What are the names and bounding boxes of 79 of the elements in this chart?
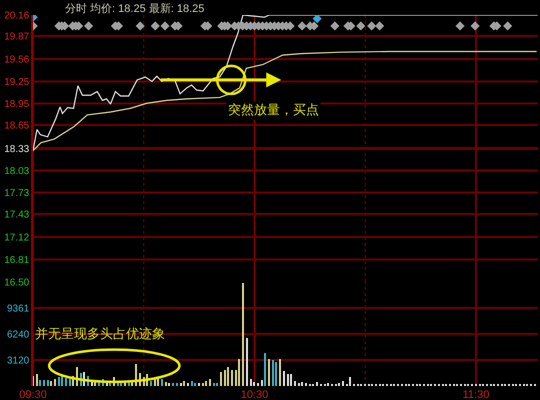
bar	[349, 377, 351, 386]
bar	[338, 383, 340, 386]
bar	[305, 383, 307, 386]
bar	[43, 380, 45, 386]
bar	[287, 374, 289, 386]
bar	[268, 359, 270, 386]
y-tick-label: 3120	[7, 356, 30, 366]
bar	[61, 376, 63, 386]
bar	[283, 371, 285, 386]
bar	[246, 338, 248, 386]
bar	[168, 383, 170, 386]
bar	[69, 379, 71, 386]
bar	[213, 383, 215, 386]
bar	[198, 383, 200, 386]
annotation: 并无呈现多头占优迹象	[35, 326, 165, 342]
y-tick-label: 18.65	[4, 120, 30, 132]
chart-title: 分时 均价: 18.25 最新: 18.25	[65, 2, 204, 15]
y-tick-label: 18.95	[4, 98, 30, 110]
bar	[316, 382, 318, 386]
y-tick-label: 17.12	[4, 232, 30, 244]
bar	[261, 380, 263, 386]
bar	[176, 383, 178, 386]
x-tick-label: 09:30	[19, 389, 47, 400]
bar	[205, 381, 207, 386]
bar	[242, 283, 244, 386]
y-tick-label: 16.81	[4, 254, 30, 266]
bar	[250, 379, 252, 386]
bar	[172, 383, 174, 386]
bar	[161, 379, 163, 386]
bar	[39, 380, 41, 386]
bar	[238, 359, 240, 386]
y-tick-label: 6240	[7, 330, 30, 340]
line-series	[33, 50, 538, 152]
bar	[298, 383, 300, 386]
bar	[253, 382, 255, 386]
bar	[224, 370, 226, 386]
bar	[58, 377, 60, 386]
bar	[231, 370, 233, 386]
x-tick-label: 11:30	[462, 389, 490, 400]
y-tick-label: 19.87	[4, 32, 30, 43]
bar	[301, 382, 303, 386]
bar	[191, 381, 193, 386]
bar	[290, 374, 292, 386]
y-tick-label: 19.25	[4, 76, 30, 88]
bar	[220, 372, 222, 386]
bar	[257, 383, 259, 386]
y-tick-label: 18.03	[4, 166, 30, 177]
line-series	[33, 15, 538, 152]
bar	[216, 383, 218, 386]
bar	[275, 362, 277, 386]
bar	[150, 381, 152, 386]
y-tick-label: 19.56	[4, 54, 30, 66]
bar	[279, 359, 281, 386]
y-tick-label: 17.43	[4, 210, 30, 221]
bar	[180, 383, 182, 386]
y-tick-label: 16.50	[4, 278, 30, 288]
bar	[227, 367, 229, 386]
bar	[65, 378, 67, 386]
bar	[54, 379, 56, 386]
bar	[36, 374, 38, 386]
bar	[209, 379, 211, 386]
bar	[202, 383, 204, 386]
bar	[327, 383, 329, 386]
y-tick-label: 17.73	[4, 188, 30, 199]
bar	[47, 380, 49, 386]
bar	[294, 381, 296, 386]
bar	[183, 381, 185, 386]
y-tick-label: 18.33	[4, 144, 30, 155]
bar	[194, 383, 196, 386]
bar	[272, 360, 274, 386]
bar	[187, 383, 189, 386]
bar	[50, 381, 52, 386]
bar	[165, 382, 167, 386]
y-tick-label: 9361	[7, 304, 30, 314]
bar	[342, 381, 344, 386]
bar	[264, 353, 266, 386]
y-tick-label: 20.16	[4, 10, 30, 22]
annotation: 突然放量，买点	[228, 103, 319, 118]
x-tick-label: 10:30	[240, 389, 268, 400]
